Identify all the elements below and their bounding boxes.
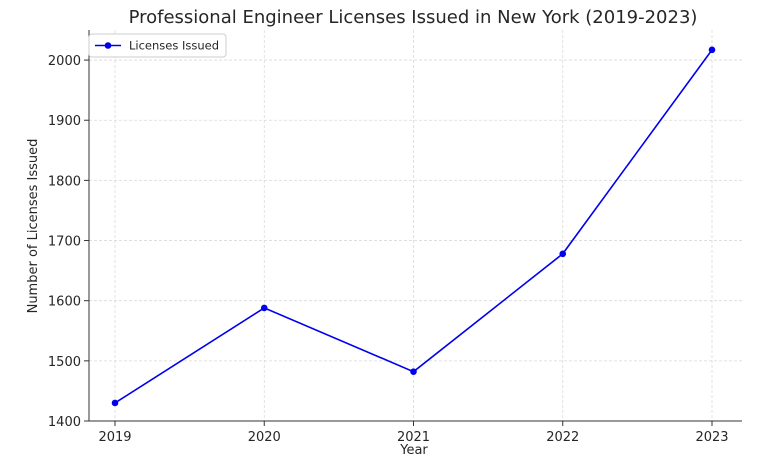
x-tick-label: 2023 <box>695 430 728 445</box>
chart-title: Professional Engineer Licenses Issued in… <box>129 7 698 28</box>
x-tick-label: 2022 <box>546 430 579 445</box>
x-tick-label: 2021 <box>397 430 430 445</box>
y-tick-label: 1600 <box>48 295 81 310</box>
y-axis-label: Number of Licenses Issued <box>26 139 41 314</box>
legend: Licenses Issued <box>88 33 227 58</box>
ticks: 1400 1500 1600 1700 1800 1900 2000 2019 2020 2021… <box>48 54 729 445</box>
data-point <box>559 250 567 258</box>
y-tick-label: 1800 <box>48 174 81 189</box>
data-point <box>111 399 119 407</box>
legend-label: Licenses Issued <box>129 39 219 53</box>
data-point <box>260 304 268 312</box>
axes <box>88 30 742 422</box>
y-tick-label: 1400 <box>48 415 81 430</box>
series <box>111 46 716 407</box>
grid <box>89 30 742 422</box>
data-point <box>708 46 716 54</box>
x-tick-label: 2019 <box>98 430 131 445</box>
y-tick-label: 1500 <box>48 355 81 370</box>
data-point <box>410 368 417 375</box>
y-tick-label: 1700 <box>48 235 81 250</box>
legend-point-marker <box>104 42 112 49</box>
x-tick-label: 2020 <box>248 430 281 445</box>
y-tick-label: 1900 <box>48 114 81 129</box>
y-tick-label: 2000 <box>48 54 81 69</box>
legend-box <box>88 33 227 58</box>
x-axis-label: Year <box>399 443 428 458</box>
